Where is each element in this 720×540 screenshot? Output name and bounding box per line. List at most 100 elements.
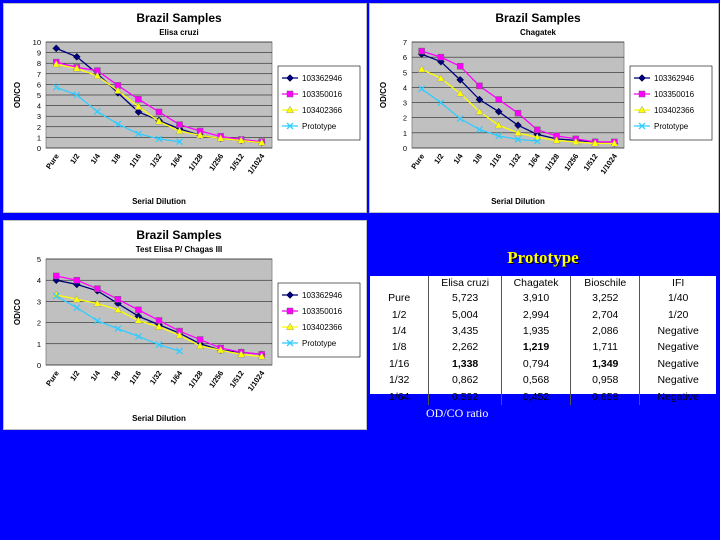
chart-chagatek: Brazil Samples Chagatek 0 1 2 3 4 5 6 7 Pure 1/2 1/4… xyxy=(369,3,719,213)
chart-subtitle: Elisa cruzi xyxy=(159,28,199,37)
data-point xyxy=(154,117,164,125)
data-point xyxy=(534,126,541,134)
chart-svg: Brazil Samples Elisa cruzi 0 12 34 5 67 89 10 Pur… xyxy=(13,11,361,206)
data-point xyxy=(155,108,163,116)
y-tick-label: 1 xyxy=(37,133,41,142)
legend-label: 103402366 xyxy=(302,323,343,332)
x-tick-label: 1/128 xyxy=(543,152,561,173)
data-point xyxy=(135,306,142,314)
chart-title: Brazil Samples xyxy=(136,11,222,25)
y-tick-label: 0 xyxy=(403,144,407,153)
data-point xyxy=(475,95,484,104)
ratio-note: OD/CO ratio xyxy=(426,406,489,420)
x-tick-label: 1/64 xyxy=(168,368,184,386)
x-tick-label: 1/8 xyxy=(471,152,484,166)
data-point xyxy=(418,85,426,93)
y-tick-label: 5 xyxy=(403,68,407,77)
chart-subtitle: Chagatek xyxy=(520,28,557,37)
value-cell: 0,658 xyxy=(570,388,640,405)
data-point xyxy=(437,99,445,107)
data-point xyxy=(135,95,142,103)
y-tick-label: 3 xyxy=(37,112,41,121)
x-tick-label: 1/16 xyxy=(127,152,143,169)
data-point xyxy=(456,62,464,70)
data-point xyxy=(113,305,122,313)
dilution-cell: 1/32 xyxy=(388,374,410,387)
y-tick-label: 0 xyxy=(37,144,41,153)
data-point xyxy=(552,136,561,144)
data-point xyxy=(494,120,503,129)
y-tick-label: 10 xyxy=(33,38,41,47)
data-point xyxy=(113,86,122,94)
data-point xyxy=(114,325,122,333)
data-point xyxy=(176,138,184,146)
legend-label: Prototype xyxy=(302,122,337,131)
data-point xyxy=(475,126,483,134)
value-cell: 0,568 xyxy=(500,371,571,389)
x-tick-label: 1/32 xyxy=(148,152,164,169)
legend-marker xyxy=(638,90,646,98)
x-tick-label: 1/4 xyxy=(89,368,103,382)
table-header-row: Elisa cruzi Chagatek Bioschile IFI xyxy=(370,276,716,290)
legend-marker xyxy=(286,339,294,347)
value-cell: 3,910 xyxy=(500,290,571,307)
data-point xyxy=(72,52,81,61)
data-point xyxy=(257,138,266,146)
data-point xyxy=(73,91,81,99)
data-point xyxy=(93,108,101,116)
data-point xyxy=(52,59,61,68)
x-tick-label: 1/2 xyxy=(68,369,81,383)
data-point xyxy=(134,316,143,324)
value-cell: 1/20 xyxy=(639,306,716,323)
data-point xyxy=(134,332,142,340)
value-cell: 5,723 xyxy=(428,290,502,307)
legend-marker xyxy=(286,291,294,299)
y-tick-label: 3 xyxy=(37,297,41,306)
legend-marker xyxy=(286,90,294,98)
x-tick-label: Pure xyxy=(44,152,61,171)
x-tick-label: Pure xyxy=(409,152,426,171)
legend-marker xyxy=(285,322,295,331)
table-row: 1/32 0,862 0,568 0,958 Negative xyxy=(370,371,716,389)
y-tick-label: 2 xyxy=(37,123,41,132)
legend-label: 103402366 xyxy=(654,106,695,115)
data-point xyxy=(571,137,580,145)
y-tick-label: 4 xyxy=(403,83,407,92)
table-row: 1/16 1,338 0,794 1,349 Negative xyxy=(370,355,716,372)
data-point xyxy=(436,74,445,82)
legend-label: 103402366 xyxy=(302,106,343,115)
legend-label: 103350016 xyxy=(302,307,343,316)
data-point xyxy=(456,89,465,97)
data-point xyxy=(216,345,225,354)
prototype-table-box: Elisa cruzi Chagatek Bioschile IFI Pure 5… xyxy=(370,276,716,405)
value-cell: 3,435 xyxy=(428,322,502,340)
prototype-table: Elisa cruzi Chagatek Bioschile IFI Pure 5… xyxy=(370,276,716,405)
data-point xyxy=(437,53,445,61)
legend-marker xyxy=(637,105,647,114)
x-tick-label: 1/4 xyxy=(451,151,465,165)
chart-subtitle: Test Elisa P/ Chagas III xyxy=(136,245,223,254)
data-point xyxy=(73,276,81,284)
series-prototype xyxy=(418,85,541,145)
data-point xyxy=(216,134,225,142)
data-point xyxy=(134,130,142,138)
chart-svg: Brazil Samples Test Elisa P/ Chagas III 0 1… xyxy=(13,228,361,423)
dilution-cell: 1/2 xyxy=(391,308,407,321)
x-axis-label: Serial Dilution xyxy=(491,197,545,206)
value-cell: Negative xyxy=(639,355,716,372)
legend-marker xyxy=(286,122,294,130)
data-point xyxy=(72,64,81,72)
data-point xyxy=(257,352,266,360)
y-tick-label: 1 xyxy=(37,340,41,349)
data-point xyxy=(456,115,464,123)
dilution-cell: 1/4 xyxy=(391,324,407,337)
data-point xyxy=(94,285,101,292)
table-row: 1/4 3,435 1,935 2,086 Negative xyxy=(370,322,716,340)
header-cell: Elisa cruzi xyxy=(428,276,502,290)
header-cell: Bioschile xyxy=(570,276,640,290)
y-axis-label: OD/CO xyxy=(13,299,22,325)
chart-svg: Brazil Samples Chagatek 0 1 2 3 4 5 6 7 Pure 1/2 1/4… xyxy=(379,11,713,206)
data-point xyxy=(154,322,164,330)
y-tick-label: 3 xyxy=(403,99,407,108)
y-axis-label: OD/CO xyxy=(379,82,388,108)
